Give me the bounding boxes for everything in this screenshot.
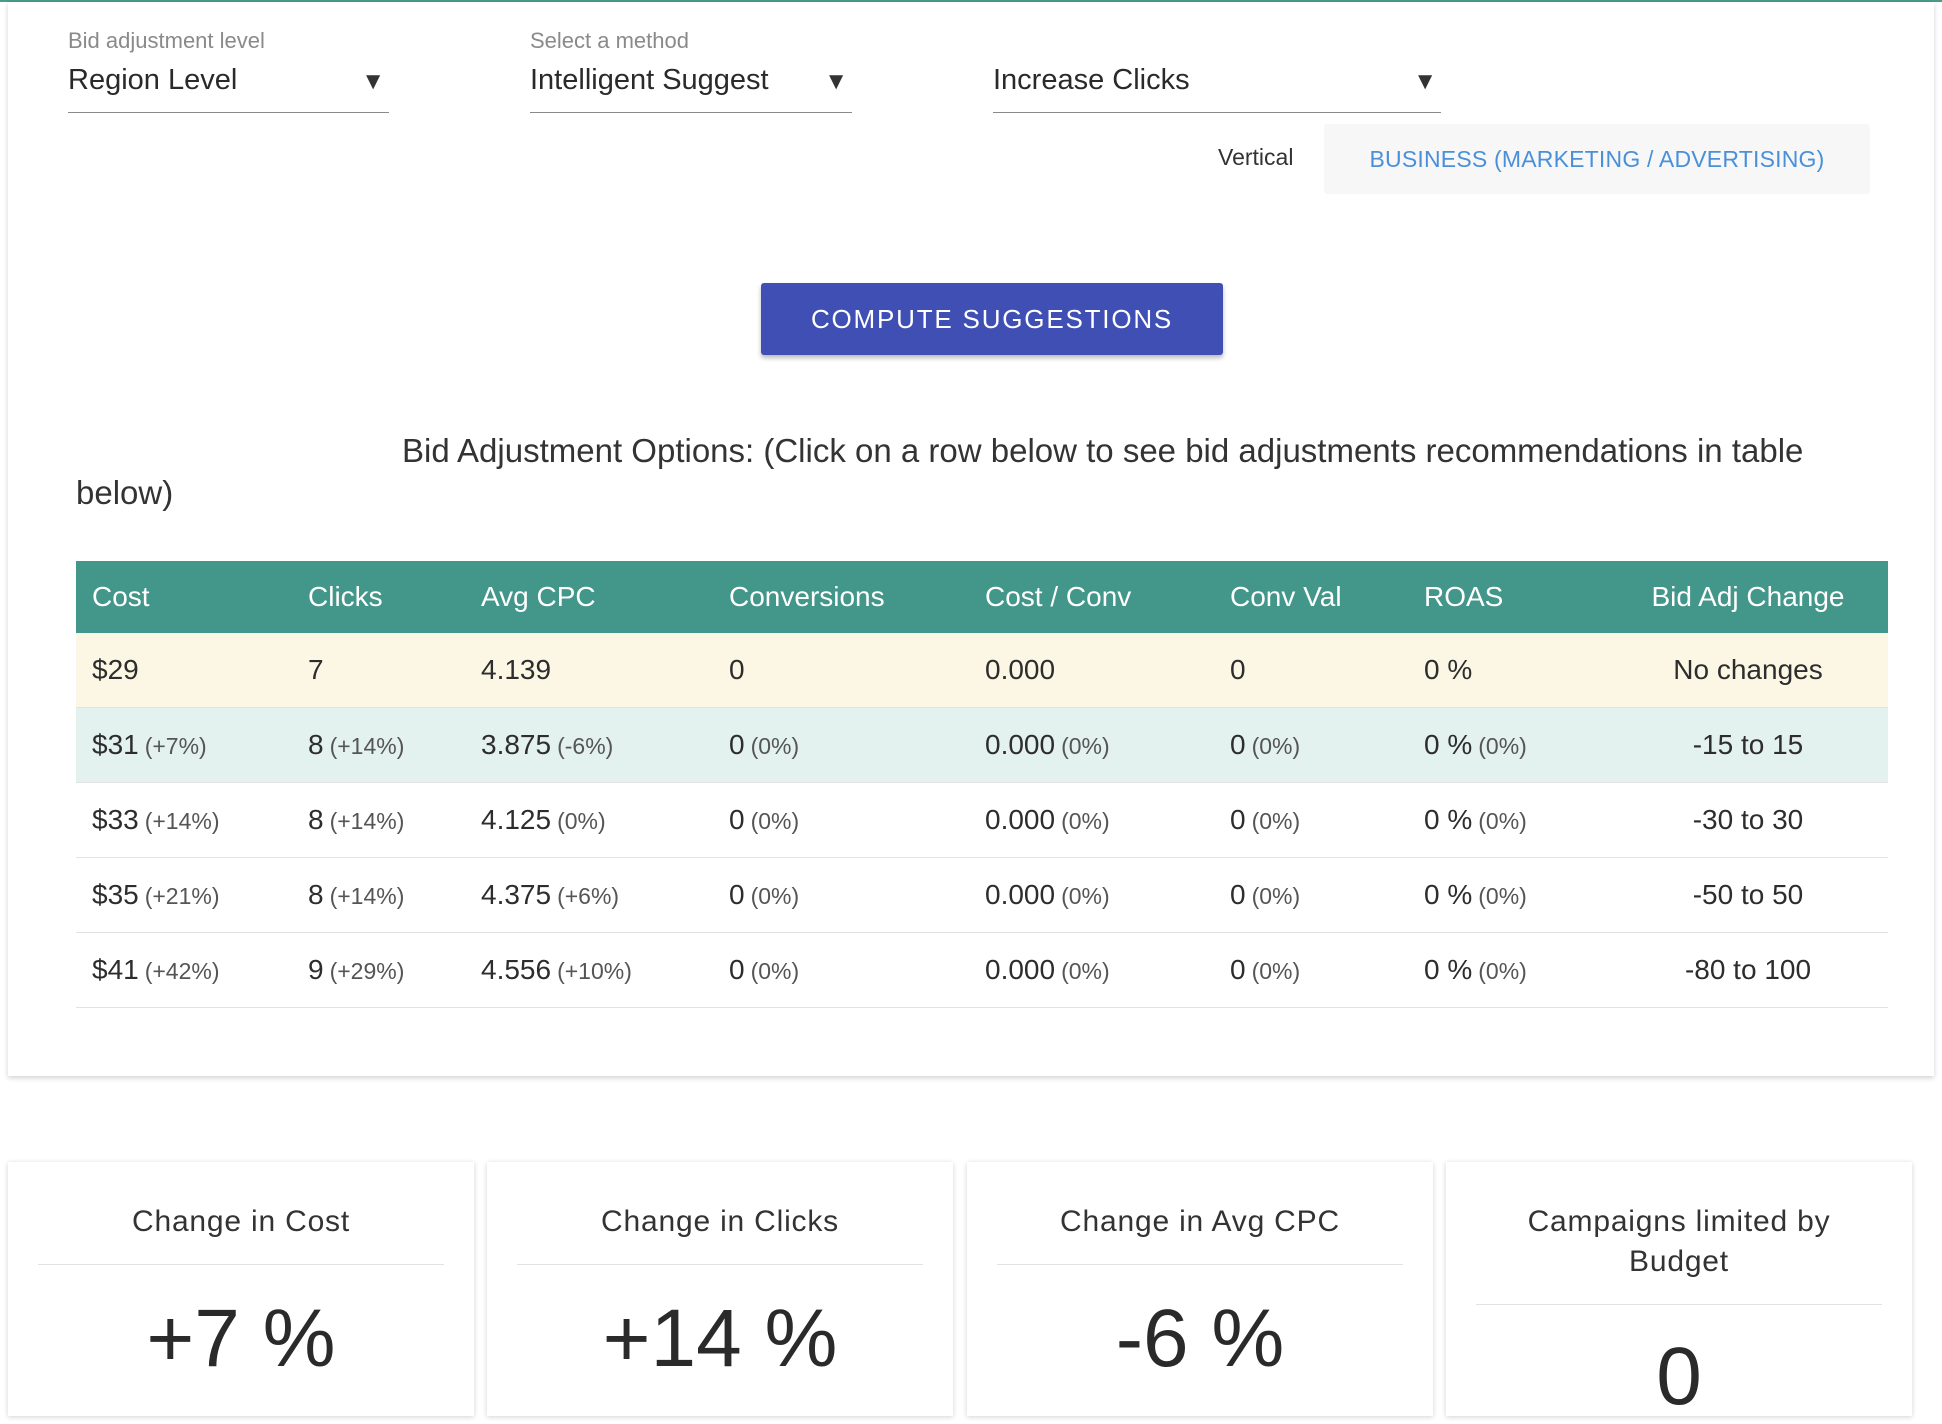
chevron-down-icon[interactable]: ▼	[361, 68, 385, 95]
bid-options-table: Cost Clicks Avg CPC Conversions Cost / C…	[76, 561, 1888, 1008]
compute-suggestions-button[interactable]: COMPUTE SUGGESTIONS	[761, 283, 1223, 355]
cell-avg-cpc: 4.139	[465, 633, 713, 708]
cell-cost: $41 (+42%)	[76, 932, 292, 1008]
col-header-conversions[interactable]: Conversions	[713, 561, 969, 633]
cell-bid-adj-change: -15 to 15	[1608, 707, 1888, 783]
bid-level-label: Bid adjustment level	[68, 28, 265, 53]
cell-clicks: 8 (+14%)	[292, 707, 465, 783]
stat-value: +7 %	[146, 1293, 336, 1384]
bid-level-select[interactable]: Bid adjustment level Region Level ▼	[68, 2, 389, 113]
stat-title: Change in Cost	[38, 1202, 444, 1265]
chevron-down-icon[interactable]: ▼	[1413, 68, 1437, 95]
table-row[interactable]: $29 7 4.139 0 0.000 0 0 % No changes	[76, 633, 1888, 708]
cell-cost: $33 (+14%)	[76, 782, 292, 858]
cell-roas: 0 %	[1408, 633, 1608, 708]
cell-bid-adj-change: -50 to 50	[1608, 857, 1888, 933]
stat-title: Campaigns limited by Budget	[1476, 1202, 1882, 1305]
cell-conversions: 0 (0%)	[713, 932, 969, 1008]
col-header-bid-adj-change[interactable]: Bid Adj Change	[1608, 561, 1888, 633]
cell-conv-val: 0	[1214, 633, 1408, 708]
stat-card-avg-cpc: Change in Avg CPC -6 %	[967, 1162, 1433, 1416]
table-row[interactable]: $33 (+14%) 8 (+14%) 4.125 (0%) 0 (0%) 0.000(…	[76, 782, 1888, 858]
cell-conv-val: 0 (0%)	[1214, 932, 1408, 1008]
options-title: Bid Adjustment Options: (Click on a row …	[76, 432, 1804, 511]
top-accent-line	[0, 0, 1942, 2]
cell-cost-per-conv: 0.000 (0%)	[969, 857, 1214, 933]
cell-bid-adj-change: -80 to 100	[1608, 932, 1888, 1008]
stat-card-cost: Change in Cost +7 %	[8, 1162, 474, 1416]
bid-adjustment-card: Bid adjustment level Region Level ▼ Sele…	[8, 2, 1934, 1076]
cell-cost: $35 (+21%)	[76, 857, 292, 933]
vertical-label: Vertical	[1218, 144, 1294, 170]
col-header-cost-per-conv[interactable]: Cost / Conv	[969, 561, 1214, 633]
cell-clicks: 9 (+29%)	[292, 932, 465, 1008]
col-header-cost[interactable]: Cost	[76, 561, 292, 633]
cell-avg-cpc: 4.375 (+6%)	[465, 857, 713, 933]
cell-clicks: 7	[292, 633, 465, 708]
table-row[interactable]: $31 (+7%) 8 (+14%) 3.875 (-6%) 0 (0%) 0.000(…	[76, 707, 1888, 783]
cell-cost-per-conv: 0.000 (0%)	[969, 932, 1214, 1008]
stat-value: 0	[1656, 1331, 1702, 1422]
cell-conversions: 0 (0%)	[713, 707, 969, 783]
cell-conv-val: 0 (0%)	[1214, 707, 1408, 783]
cell-conv-val: 0 (0%)	[1214, 782, 1408, 858]
cell-roas: 0 % (0%)	[1408, 782, 1608, 858]
cell-roas: 0 % (0%)	[1408, 932, 1608, 1008]
method-label: Select a method	[530, 28, 689, 53]
cell-conversions: 0 (0%)	[713, 857, 969, 933]
table-row[interactable]: $41 (+42%) 9 (+29%) 4.556 (+10%) 0 (0%) 0.00…	[76, 932, 1888, 1008]
stat-value: -6 %	[1115, 1293, 1285, 1384]
method-value: Intelligent Suggest	[530, 64, 769, 96]
cell-cost-per-conv: 0.000 (0%)	[969, 707, 1214, 783]
cell-roas: 0 % (0%)	[1408, 857, 1608, 933]
stat-card-clicks: Change in Clicks +14 %	[487, 1162, 953, 1416]
cell-avg-cpc: 4.556 (+10%)	[465, 932, 713, 1008]
cell-conv-val: 0 (0%)	[1214, 857, 1408, 933]
col-header-conv-val[interactable]: Conv Val	[1214, 561, 1408, 633]
cell-cost: $31 (+7%)	[76, 707, 292, 783]
col-header-clicks[interactable]: Clicks	[292, 561, 465, 633]
vertical-chip[interactable]: BUSINESS (MARKETING / ADVERTISING)	[1324, 124, 1870, 194]
goal-value: Increase Clicks	[993, 64, 1190, 96]
cell-conversions: 0	[713, 633, 969, 708]
table-row[interactable]: $35 (+21%) 8 (+14%) 4.375 (+6%) 0 (0%) 0.000…	[76, 857, 1888, 933]
goal-select[interactable]: Increase Clicks ▼	[993, 2, 1441, 113]
stat-card-limited-campaigns: Campaigns limited by Budget 0	[1446, 1162, 1912, 1422]
chevron-down-icon[interactable]: ▼	[824, 68, 848, 95]
col-header-roas[interactable]: ROAS	[1408, 561, 1608, 633]
table-header-row: Cost Clicks Avg CPC Conversions Cost / C…	[76, 561, 1888, 633]
bid-level-value: Region Level	[68, 64, 238, 96]
cell-roas: 0 % (0%)	[1408, 707, 1608, 783]
stat-title: Change in Avg CPC	[997, 1202, 1403, 1265]
method-select[interactable]: Select a method Intelligent Suggest ▼	[530, 2, 852, 113]
cell-bid-adj-change: No changes	[1608, 633, 1888, 708]
cell-avg-cpc: 4.125 (0%)	[465, 782, 713, 858]
cell-bid-adj-change: -30 to 30	[1608, 782, 1888, 858]
cell-cost: $29	[76, 633, 292, 708]
cell-clicks: 8 (+14%)	[292, 857, 465, 933]
cell-cost-per-conv: 0.000	[969, 633, 1214, 708]
cell-conversions: 0 (0%)	[713, 782, 969, 858]
cell-cost-per-conv: 0.000 (0%)	[969, 782, 1214, 858]
cell-clicks: 8 (+14%)	[292, 782, 465, 858]
stat-title: Change in Clicks	[517, 1202, 923, 1265]
cell-avg-cpc: 3.875 (-6%)	[465, 707, 713, 783]
stat-value: +14 %	[602, 1293, 838, 1384]
col-header-avg-cpc[interactable]: Avg CPC	[465, 561, 713, 633]
